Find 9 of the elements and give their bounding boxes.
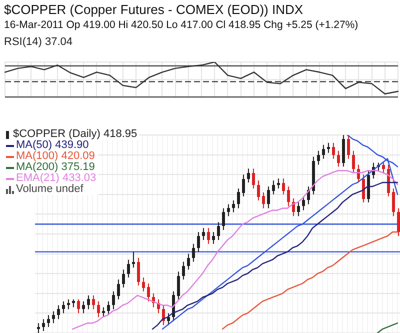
text: RSI(14) 37.04 — [4, 36, 72, 48]
legend-label: MA(100) 420.09 — [16, 150, 95, 162]
chart-title: $COPPER (Copper Futures - COMEX (EOD)) INDX — [4, 2, 304, 17]
chart-subtitle: 16-Mar-2011 Op 419.00 Hi 420.50 Lo 417.00 Cl 418.95 Chg +5.25 (+1.27%) — [4, 19, 358, 31]
legend-label: MA(50) 439.90 — [16, 139, 89, 151]
legend-label: EMA(21) 433.03 — [16, 172, 96, 184]
legend-label: MA(200) 375.19 — [16, 161, 95, 173]
annotation: Volume undef — [16, 183, 84, 195]
legend-label: $COPPER (Daily) 418.95 — [13, 128, 138, 140]
